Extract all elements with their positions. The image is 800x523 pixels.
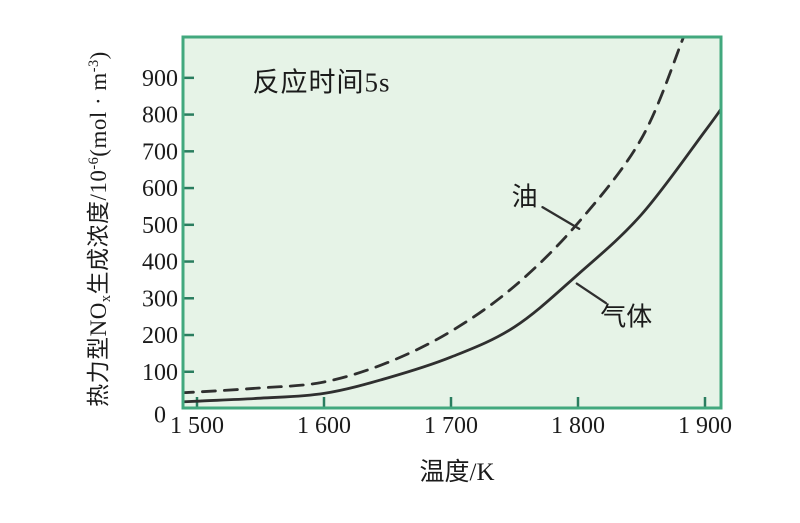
y-tick-label: 300 — [142, 286, 178, 312]
gas-leader-line — [575, 282, 608, 305]
oil-curve — [184, 38, 685, 395]
y-tick-label: 600 — [142, 176, 178, 202]
y-axis-title-segment: x — [98, 294, 115, 303]
x-tick-label: 1 600 — [297, 413, 351, 439]
series-label-gas: 气体 — [600, 302, 653, 332]
y-tick-label: 400 — [142, 250, 178, 276]
x-tick-label: 1 500 — [170, 413, 224, 439]
oil-leader-line — [541, 206, 581, 230]
y-tick-label: 0 — [154, 403, 166, 429]
y-tick-label: 900 — [142, 66, 178, 92]
x-axis-title: 温度/K — [419, 459, 495, 486]
y-axis-title-segment: -3 — [86, 59, 103, 73]
x-tick-label: 1 700 — [424, 413, 478, 439]
y-tick-label: 500 — [142, 213, 178, 239]
y-tick-label: 200 — [142, 323, 178, 349]
gas-curve — [184, 108, 720, 404]
y-tick-label: 800 — [142, 103, 178, 129]
x-tick-label: 1 900 — [678, 413, 732, 439]
y-axis-title-segment: -6 — [86, 156, 103, 170]
y-tick-label: 700 — [142, 139, 178, 165]
y-axis-title-segment: 生成浓度/10 — [85, 169, 111, 295]
reaction-time-annotation: 反应时间5s — [252, 67, 391, 98]
y-axis-title-segment: 热力型NO — [85, 302, 111, 407]
y-axis-title-segment: ) — [85, 51, 111, 60]
y-tick-label: 100 — [142, 360, 178, 386]
y-axis-title: 热力型NOx生成浓度/10-6(mol · m-3) — [79, 51, 115, 407]
x-tick-label: 1 800 — [551, 413, 605, 439]
y-axis-title-segment: (mol · m — [85, 72, 111, 157]
series-label-oil: 油 — [511, 182, 538, 212]
plot-background — [181, 35, 723, 410]
